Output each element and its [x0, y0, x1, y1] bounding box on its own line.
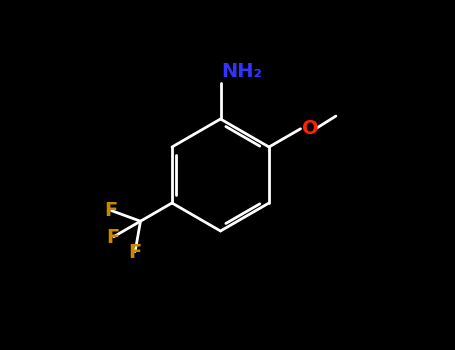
Text: NH₂: NH₂: [222, 62, 263, 81]
Text: F: F: [106, 228, 120, 247]
Text: O: O: [302, 119, 319, 138]
Text: F: F: [104, 201, 117, 220]
Text: F: F: [128, 243, 142, 262]
